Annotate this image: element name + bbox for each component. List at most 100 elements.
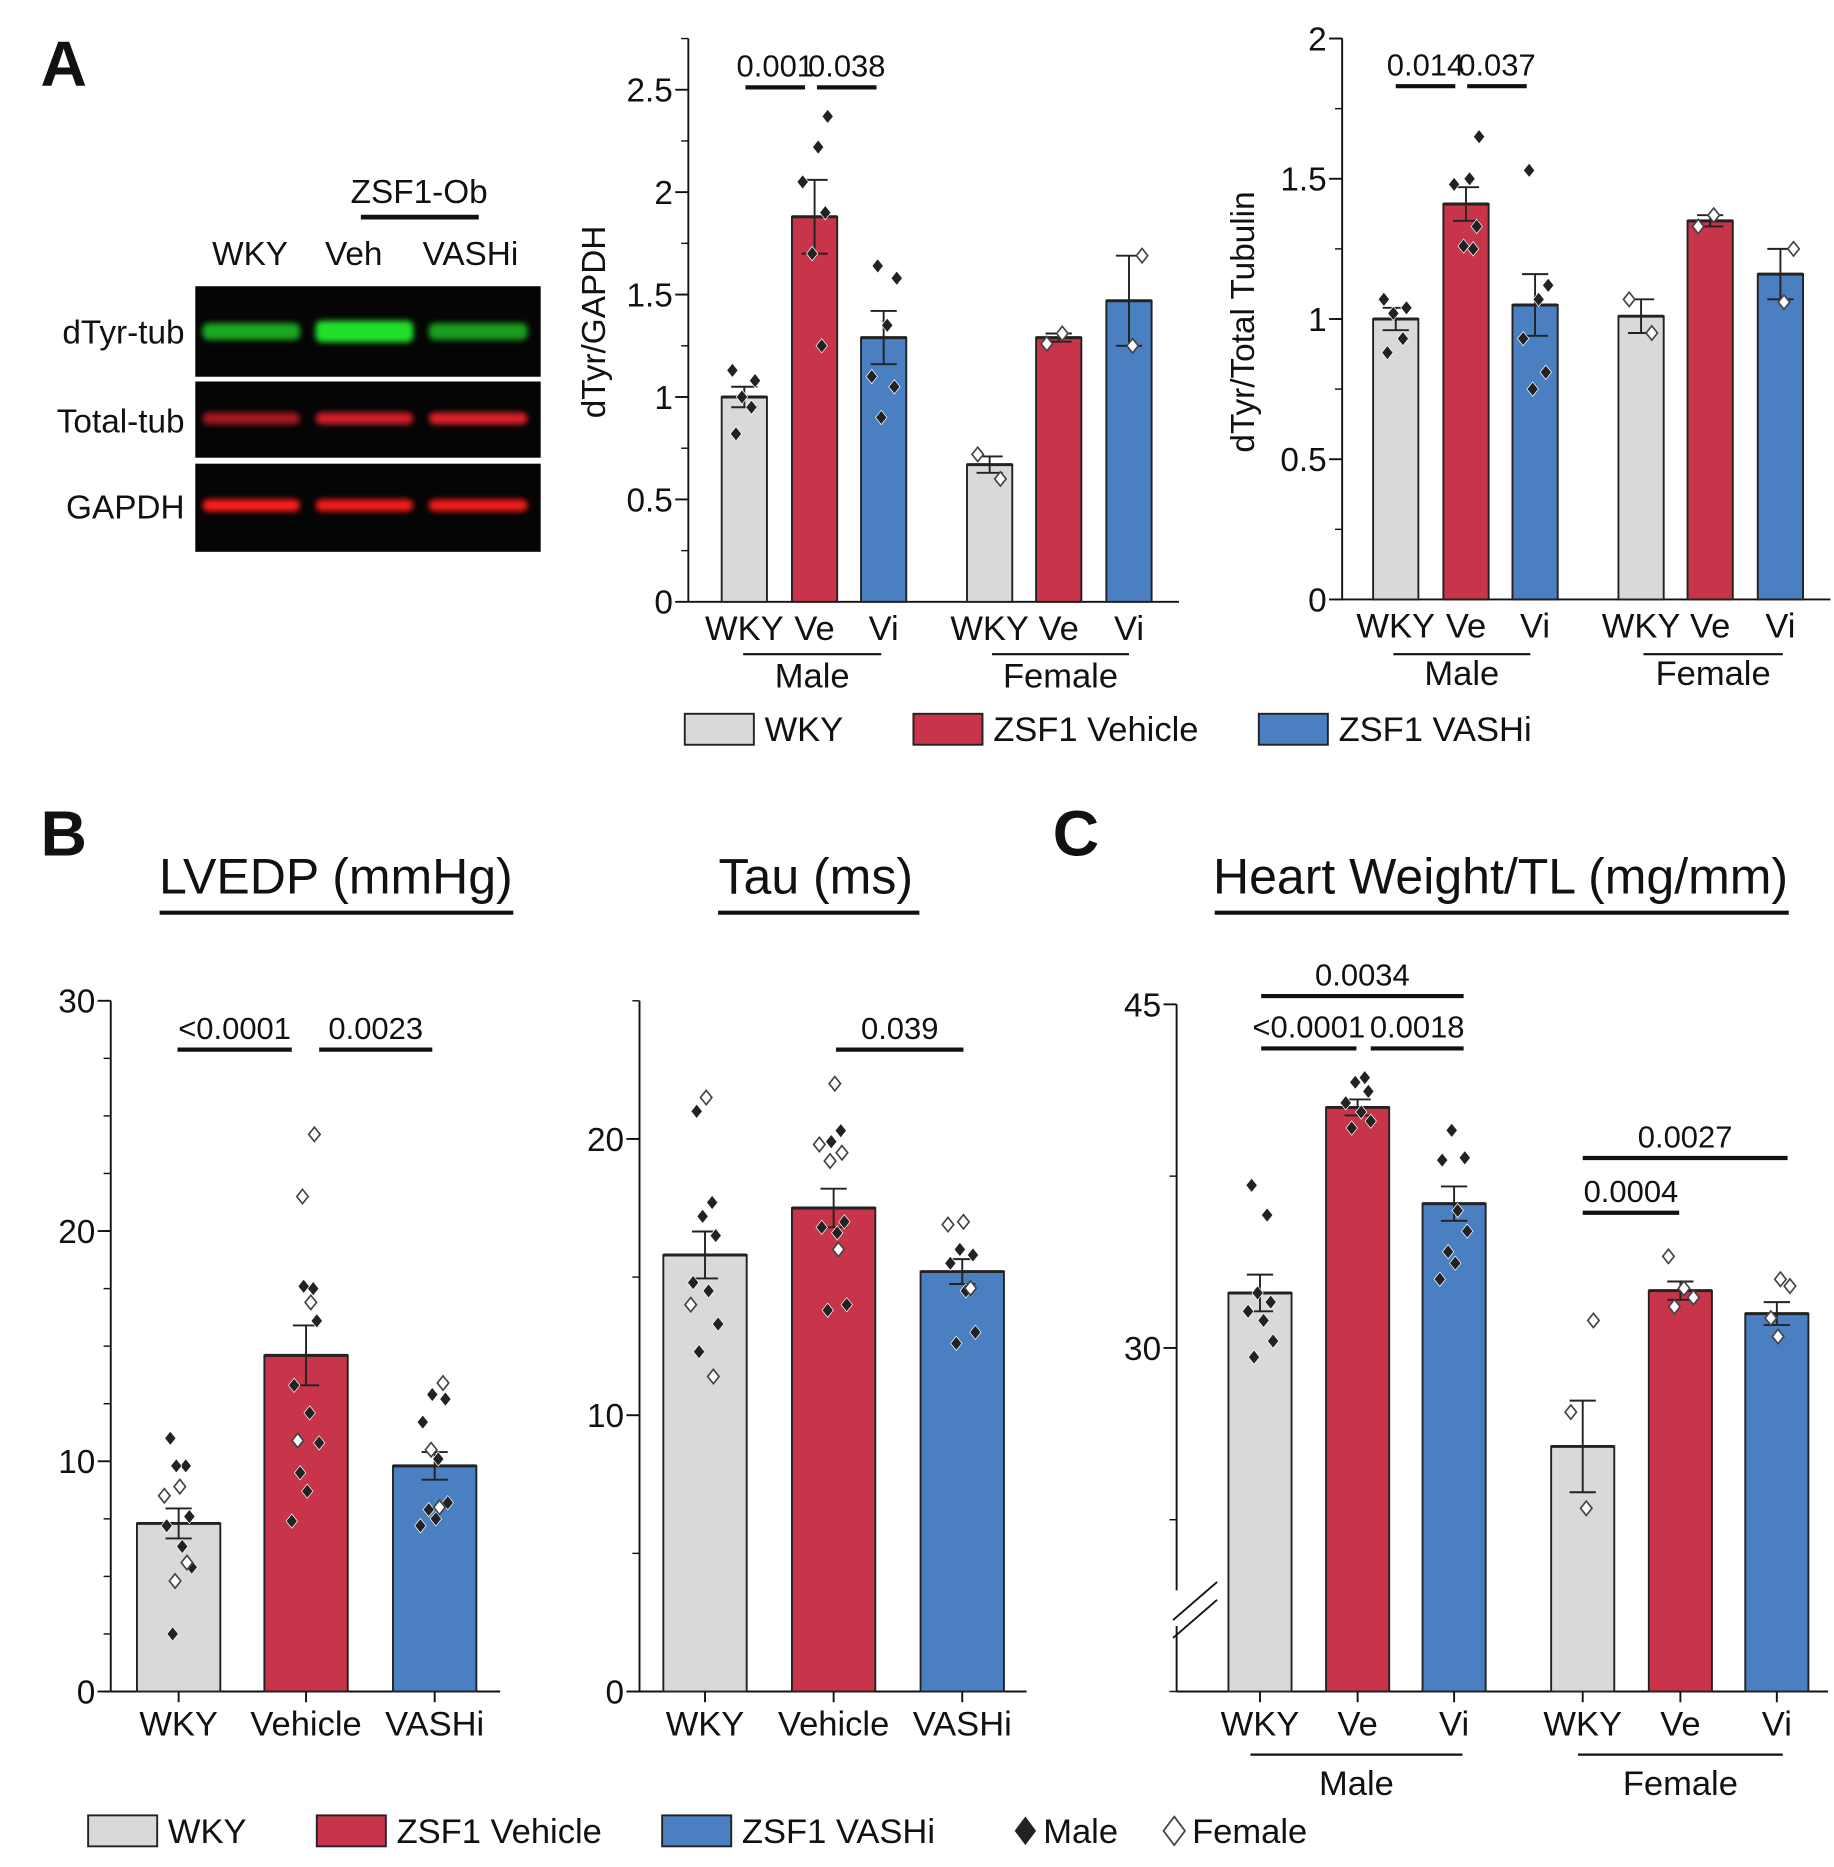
category-label: Ve bbox=[1660, 1706, 1700, 1744]
p-value-label: 0.037 bbox=[1458, 47, 1535, 82]
y-tick-label: 2.5 bbox=[627, 73, 673, 110]
y-tick-label: 20 bbox=[58, 1214, 95, 1251]
male-point bbox=[815, 1219, 828, 1236]
blot-band bbox=[202, 323, 301, 340]
bar bbox=[1421, 1202, 1487, 1693]
male-marker-icon bbox=[1014, 1816, 1037, 1846]
blot-lane-label: WKY bbox=[212, 236, 288, 273]
male-point bbox=[819, 204, 832, 221]
male-point bbox=[1463, 171, 1476, 187]
male-point bbox=[432, 1451, 445, 1467]
chart-1: 0 0.5 1 1.5 2 2.5 dTyr/GAPDH WKY Ve Vi WKY Ve Vi Male… bbox=[576, 37, 1179, 696]
y-tick-label: 0 bbox=[605, 1674, 624, 1711]
male-point bbox=[944, 1255, 957, 1271]
category-label: WKY bbox=[666, 1706, 745, 1744]
male-point bbox=[1260, 1207, 1274, 1223]
female-point bbox=[1125, 337, 1140, 355]
female-point bbox=[941, 1216, 955, 1234]
legend-label: Male bbox=[1043, 1813, 1118, 1851]
y-tick-label: 1 bbox=[1308, 302, 1327, 339]
female-point bbox=[1764, 1309, 1778, 1327]
chart-title: Tau (ms) bbox=[719, 849, 913, 905]
female-point bbox=[706, 1368, 721, 1386]
female-point bbox=[1786, 240, 1801, 258]
male-point bbox=[953, 1241, 967, 1258]
category-label: WKY bbox=[705, 610, 784, 648]
female-point bbox=[1622, 290, 1636, 308]
female-point bbox=[993, 470, 1008, 488]
blot-band bbox=[428, 323, 528, 340]
panel-label-b: B bbox=[40, 797, 86, 869]
group-label: Male bbox=[775, 658, 850, 696]
male-point bbox=[1257, 1312, 1270, 1329]
male-point bbox=[871, 258, 884, 274]
male-point bbox=[796, 174, 809, 190]
female-point bbox=[1706, 206, 1721, 224]
blot-row-label: dTyr-tub bbox=[62, 314, 184, 351]
chart-5: 30 45 Heart Weight/TL (mg/mm) WKY Ve Vi WKY Ve V… bbox=[1124, 849, 1829, 1803]
y-axis-label: dTyr/Total Tubulin bbox=[1225, 191, 1262, 452]
female-point bbox=[1771, 1327, 1785, 1345]
male-point bbox=[840, 1296, 853, 1313]
category-label: Ve bbox=[1446, 608, 1486, 646]
female-point bbox=[180, 1554, 194, 1572]
female-point bbox=[1777, 293, 1791, 311]
chart-title: Heart Weight/TL (mg/mm) bbox=[1213, 849, 1788, 905]
category-label: WKY bbox=[1543, 1706, 1622, 1744]
axis-break-gap bbox=[1159, 1590, 1194, 1627]
male-point bbox=[745, 399, 758, 415]
male-point bbox=[831, 1225, 844, 1241]
male-point bbox=[950, 1335, 963, 1352]
category-label: WKY bbox=[950, 610, 1029, 648]
bar bbox=[662, 1254, 748, 1693]
category-label: Vehicle bbox=[778, 1706, 889, 1744]
bar bbox=[1442, 203, 1490, 601]
bar bbox=[966, 463, 1014, 603]
blot-band bbox=[428, 499, 528, 512]
blot-lane-label: Veh bbox=[325, 236, 382, 273]
female-point bbox=[173, 1478, 187, 1496]
blot-band bbox=[315, 499, 414, 512]
male-point bbox=[1457, 238, 1470, 254]
female-point bbox=[1645, 324, 1659, 342]
legend-label: ZSF1 Vehicle bbox=[993, 711, 1198, 749]
male-point bbox=[702, 1283, 715, 1299]
male-point bbox=[301, 1483, 314, 1499]
male-point bbox=[1247, 1349, 1261, 1365]
female-point bbox=[1686, 1289, 1701, 1307]
chart-3: 0 10 20 30 LVEDP (mmHg) WKY Vehicle VASHi <0.000… bbox=[58, 849, 514, 1744]
legend-label: ZSF1 VASHi bbox=[1339, 711, 1532, 749]
male-point bbox=[1470, 218, 1483, 235]
male-point bbox=[164, 1430, 177, 1446]
legend-swatch bbox=[315, 1814, 387, 1848]
male-point bbox=[748, 372, 762, 389]
male-point bbox=[838, 1214, 851, 1230]
male-point bbox=[1241, 1303, 1255, 1320]
male-point bbox=[825, 1133, 838, 1150]
male-point bbox=[890, 270, 903, 286]
female-point bbox=[1667, 1298, 1682, 1316]
y-tick-label: 20 bbox=[587, 1122, 624, 1159]
male-point bbox=[1542, 277, 1555, 294]
male-point bbox=[806, 245, 819, 262]
legend-swatch bbox=[683, 712, 755, 746]
female-point bbox=[157, 1487, 172, 1505]
male-point bbox=[834, 1122, 847, 1139]
male-point bbox=[312, 1435, 326, 1451]
female-marker-icon bbox=[1162, 1815, 1187, 1847]
category-label: Vi bbox=[1765, 608, 1795, 646]
blot-bands bbox=[202, 320, 528, 512]
female-point bbox=[307, 1125, 322, 1143]
y-tick-label: 0.5 bbox=[627, 482, 673, 519]
male-point bbox=[821, 1302, 834, 1318]
female-point bbox=[823, 1152, 837, 1170]
blot-lane-label: VASHi bbox=[423, 236, 519, 273]
female-point bbox=[436, 1374, 450, 1392]
male-point bbox=[966, 1247, 980, 1263]
blot-band bbox=[202, 499, 301, 512]
male-point bbox=[303, 1405, 316, 1421]
y-tick-label: 30 bbox=[58, 984, 95, 1021]
female-point bbox=[1661, 1247, 1676, 1265]
bar bbox=[136, 1522, 222, 1693]
